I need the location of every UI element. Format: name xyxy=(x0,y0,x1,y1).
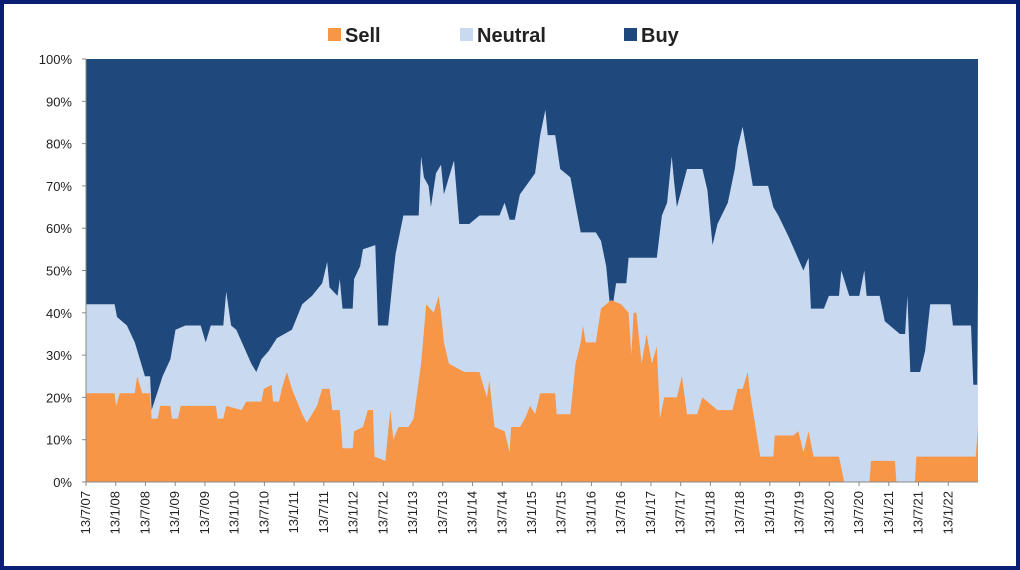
x-tick-label: 13/1/22 xyxy=(940,491,955,534)
x-tick-label: 13/7/15 xyxy=(554,491,569,534)
legend-label-buy: Buy xyxy=(641,25,680,47)
legend-swatch-sell xyxy=(328,28,341,41)
legend-item-buy: Buy xyxy=(624,25,680,47)
x-tick-label: 13/1/13 xyxy=(405,491,420,534)
x-tick-label: 13/1/09 xyxy=(167,491,182,534)
legend-swatch-buy xyxy=(624,28,637,41)
x-tick-label: 13/1/18 xyxy=(702,491,717,534)
legend-item-neutral: Neutral xyxy=(460,25,546,47)
y-tick-label: 50% xyxy=(46,264,72,279)
plot-area xyxy=(86,59,978,483)
y-tick-label: 80% xyxy=(46,137,72,152)
y-tick-label: 90% xyxy=(46,94,72,109)
y-tick-label: 30% xyxy=(46,348,72,363)
x-tick-label: 13/7/16 xyxy=(613,491,628,534)
x-tick-label: 13/7/21 xyxy=(911,491,926,534)
legend-label-neutral: Neutral xyxy=(477,25,546,47)
legend-item-sell: Sell xyxy=(328,25,381,47)
series-area-neutral xyxy=(86,109,978,483)
x-tick-label: 13/1/10 xyxy=(227,491,242,534)
y-tick-label: 10% xyxy=(46,433,72,448)
x-tick-label: 13/1/15 xyxy=(524,491,539,534)
x-tick-label: 13/7/12 xyxy=(375,491,390,534)
x-tick-label: 13/7/13 xyxy=(435,491,450,534)
x-tick-label: 13/1/21 xyxy=(881,491,896,534)
legend: Sell Neutral Buy xyxy=(328,25,680,47)
x-tick-label: 13/1/17 xyxy=(643,491,658,534)
x-tick-label: 13/1/08 xyxy=(108,491,123,534)
x-tick-label: 13/7/20 xyxy=(851,491,866,534)
y-tick-label: 20% xyxy=(46,390,72,405)
x-tick-label: 13/1/12 xyxy=(346,491,361,534)
series-area-sell xyxy=(86,295,978,482)
x-tick-label: 13/1/16 xyxy=(583,491,598,534)
y-axis: 0% 10% 20% 30% 40% 50% 60% 70% 80% 90% 100% xyxy=(39,52,87,490)
x-tick-label: 13/7/10 xyxy=(256,491,271,534)
y-tick-label: 100% xyxy=(39,52,73,67)
legend-swatch-neutral xyxy=(460,28,473,41)
x-tick-label: 13/7/14 xyxy=(494,491,509,534)
x-tick-label: 13/7/17 xyxy=(673,491,688,534)
y-tick-label: 60% xyxy=(46,221,72,236)
legend-label-sell: Sell xyxy=(345,25,381,47)
x-tick-label: 13/7/09 xyxy=(197,491,212,534)
x-tick-label: 13/7/19 xyxy=(792,491,807,534)
y-tick-label: 70% xyxy=(46,179,72,194)
y-tick-label: 40% xyxy=(46,306,72,321)
y-tick-label: 0% xyxy=(53,475,72,490)
x-axis: 13/7/07 13/1/08 13/7/08 13/1/09 13/7/09 13/1/… xyxy=(78,481,978,534)
x-tick-label: 13/1/19 xyxy=(762,491,777,534)
x-tick-label: 13/7/08 xyxy=(137,491,152,534)
x-tick-label: 13/7/11 xyxy=(316,491,331,533)
x-tick-label: 13/1/20 xyxy=(821,491,836,534)
x-tick-label: 13/7/18 xyxy=(732,491,747,534)
x-tick-label: 13/7/07 xyxy=(78,491,93,534)
x-tick-label: 13/1/11 xyxy=(286,491,301,533)
x-tick-label: 13/1/14 xyxy=(465,491,480,534)
